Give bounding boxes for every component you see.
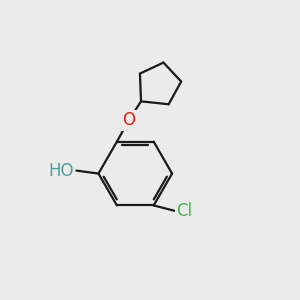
Text: O: O [122, 112, 135, 130]
Text: HO: HO [49, 162, 74, 180]
Text: Cl: Cl [176, 202, 192, 220]
